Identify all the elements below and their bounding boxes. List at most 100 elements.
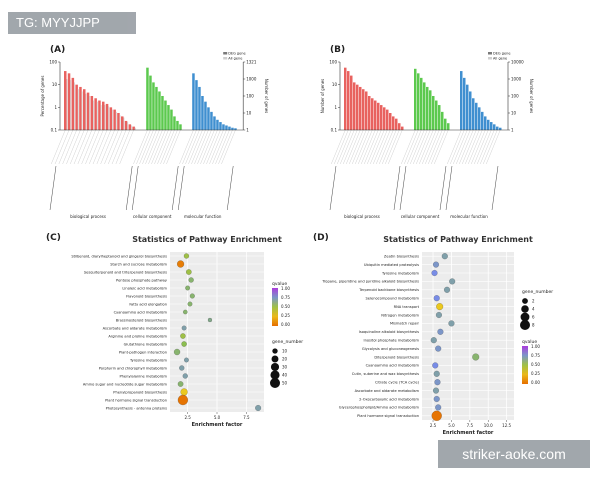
data-point: [432, 387, 439, 394]
category-label-line: [179, 129, 194, 165]
bar: [210, 111, 213, 130]
bar: [225, 125, 228, 130]
bar: [499, 127, 502, 130]
data-point: [207, 317, 213, 323]
category-label-line: [139, 129, 154, 165]
bar: [64, 71, 67, 130]
bar: [132, 126, 135, 130]
category-label-line: [70, 129, 85, 165]
bar-background: [112, 109, 113, 130]
category-label-line: [361, 129, 376, 165]
bar: [222, 124, 225, 130]
category-label-line: [62, 129, 77, 165]
right-tick-label: 1: [511, 128, 514, 133]
category-label-line: [468, 129, 483, 165]
category-label-line: [142, 129, 157, 165]
category-label-line: [81, 129, 96, 165]
bar: [463, 77, 466, 130]
category-label: 2-Oxocarboxylic acid metabolism: [359, 397, 419, 401]
category-label-line: [148, 129, 163, 165]
qvalue-tick-label: 0.00: [531, 380, 540, 385]
right-tick-label: 1321: [246, 60, 257, 65]
bar: [192, 73, 195, 130]
category-label-line: [331, 129, 346, 165]
category-label-line: [92, 129, 108, 165]
x-tick-label: 7.5: [467, 423, 474, 428]
x-tick-label: 12.5: [502, 423, 511, 428]
category-label-line: [373, 129, 388, 165]
category-label: Cutin, suberine and wax biosynthesis: [352, 372, 419, 376]
data-point: [180, 388, 188, 396]
data-point: [188, 277, 194, 283]
data-point: [449, 278, 456, 285]
bar: [204, 101, 207, 130]
bar: [90, 96, 94, 130]
category-label-line: [212, 129, 227, 165]
category-label-line: [401, 129, 416, 165]
bar-background: [119, 115, 121, 130]
bar: [398, 123, 401, 130]
category-label-line: [376, 129, 391, 165]
category-label-line: [157, 129, 172, 165]
group-label: molecular function: [450, 214, 488, 219]
category-label-line: [431, 129, 446, 165]
left-tick-label: 100: [329, 60, 337, 65]
data-point: [187, 301, 193, 307]
category-label: Citrate cycle (TCA cycle): [375, 381, 420, 385]
category-label-line: [209, 129, 224, 165]
bar: [121, 116, 124, 130]
right-tick-label: 10000: [511, 60, 524, 65]
category-label: Isoquinoline alkaloid biosynthesis: [359, 330, 419, 334]
data-point: [441, 253, 448, 260]
legend-swatch: [223, 57, 228, 60]
category-label-line: [379, 129, 394, 165]
panel-label: (B): [330, 45, 345, 55]
category-label-line: [206, 129, 221, 165]
category-label-line: [456, 129, 471, 165]
category-label-line: [108, 129, 123, 165]
legend-label: All gene: [493, 57, 507, 61]
category-label-line: [459, 129, 474, 165]
left-tick-label: 10: [332, 82, 338, 87]
size-legend-label: 8: [532, 323, 535, 328]
data-point: [181, 341, 187, 347]
qvalue-legend-title: qvalue: [272, 281, 287, 287]
category-label: Cyanoamino acid metabolism: [366, 364, 420, 368]
bar: [386, 109, 389, 130]
bar: [146, 67, 149, 130]
data-point: [433, 370, 440, 377]
category-label-line: [188, 129, 203, 165]
bar: [362, 89, 365, 130]
bar: [128, 124, 132, 130]
data-point: [432, 261, 439, 268]
bar: [195, 80, 198, 130]
category-label-line: [119, 129, 134, 165]
category-label-line: [66, 129, 81, 165]
category-label: Ascorbate and aldarate metabolism: [355, 389, 420, 393]
category-label: Amino sugar and nucleotide sugar metabol…: [83, 382, 168, 386]
bar: [164, 100, 167, 130]
bar: [155, 86, 158, 130]
data-point: [434, 379, 441, 386]
category-label: Fatty acid elongation: [129, 302, 167, 306]
legend-label: DEG gene: [493, 52, 510, 56]
data-point: [181, 325, 187, 331]
panel-a: (A) 100 10 1 0.1 Percentage of genes 1321 1000 1…: [40, 45, 269, 219]
left-tick-label: 10: [52, 82, 58, 87]
data-point: [180, 333, 186, 339]
category-label-line: [352, 129, 367, 165]
bar-background: [77, 89, 79, 130]
data-point: [472, 353, 480, 361]
qvalue-colorbar: [522, 346, 528, 384]
category-label: Terpenoid backbone biosynthesis: [358, 288, 419, 292]
bar-background: [108, 106, 110, 130]
bar: [79, 86, 82, 130]
bar: [94, 98, 97, 130]
category-label-line: [358, 129, 373, 165]
size-legend-dot: [270, 378, 280, 388]
data-point: [433, 295, 440, 302]
bar: [117, 113, 120, 130]
panel-label: (A): [50, 45, 65, 55]
panel-b: (B) 100 10 1 0.1 Number of genes 10000 1000 100 1…: [320, 45, 534, 219]
